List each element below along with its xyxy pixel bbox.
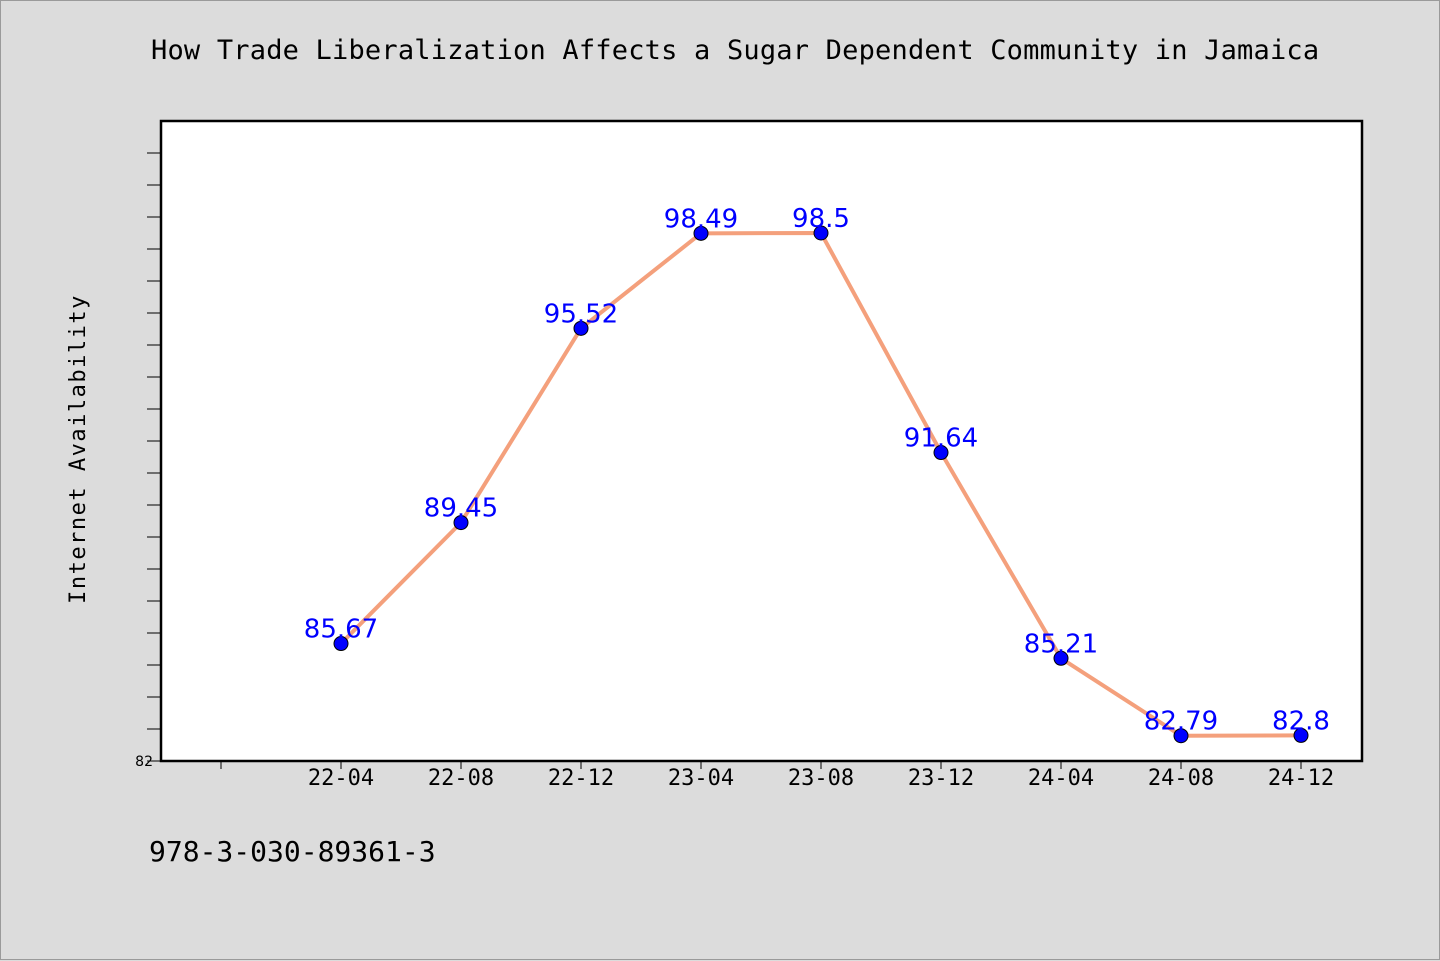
y-tick-label: 82	[135, 754, 153, 770]
data-point	[693, 225, 709, 241]
data-label: 98.49	[664, 204, 738, 234]
data-label: 85.67	[304, 615, 378, 645]
data-label: 85.21	[1024, 629, 1098, 659]
data-label: 89.45	[424, 494, 498, 524]
plot-area	[159, 119, 1364, 763]
data-label: 91.64	[904, 424, 978, 454]
data-point	[1173, 728, 1189, 744]
data-point	[1053, 650, 1069, 666]
x-tick-label: 22-08	[428, 766, 494, 791]
y-axis-label: Internet Availability	[66, 294, 91, 604]
footer-isbn: 978-3-030-89361-3	[149, 835, 436, 868]
data-label: 82.79	[1144, 707, 1218, 737]
x-tick-label: 23-12	[908, 766, 974, 791]
data-label: 98.5	[792, 204, 850, 234]
x-tick-label: 24-04	[1028, 766, 1094, 791]
x-tick-label: 24-08	[1148, 766, 1214, 791]
data-point	[813, 225, 829, 241]
data-point	[333, 636, 349, 652]
data-point	[453, 515, 469, 531]
x-tick-label: 22-04	[308, 766, 374, 791]
chart-title: How Trade Liberalization Affects a Sugar…	[151, 35, 1320, 66]
data-label: 82.8	[1272, 706, 1330, 736]
x-tick-label: 22-12	[548, 766, 614, 791]
x-tick-label: 24-12	[1268, 766, 1334, 791]
data-point	[573, 320, 589, 336]
data-point	[933, 445, 949, 461]
x-tick-label: 23-04	[668, 766, 734, 791]
data-label: 95.52	[544, 299, 618, 329]
data-point	[1293, 727, 1309, 743]
x-tick-label: 23-08	[788, 766, 854, 791]
